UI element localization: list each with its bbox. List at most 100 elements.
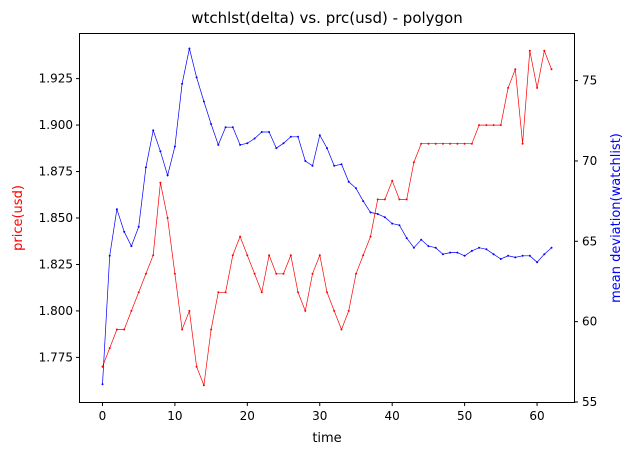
data-point xyxy=(470,142,473,145)
y-tick-label-left: 1.825 xyxy=(39,257,73,271)
data-point xyxy=(326,291,328,294)
data-point xyxy=(441,253,444,256)
data-point xyxy=(130,245,133,248)
data-point xyxy=(246,142,249,145)
data-point xyxy=(159,150,162,153)
data-point xyxy=(427,245,430,248)
data-point xyxy=(108,254,111,257)
data-point xyxy=(507,254,510,257)
y-tick-label-left: 1.925 xyxy=(39,72,73,86)
data-point xyxy=(181,328,184,331)
plot-frame xyxy=(79,33,575,403)
x-tick-label: 30 xyxy=(312,409,327,423)
data-point xyxy=(355,272,357,275)
data-point xyxy=(282,272,285,275)
data-point xyxy=(434,142,437,145)
plot-area xyxy=(101,47,553,387)
data-point xyxy=(311,272,314,275)
data-point xyxy=(282,142,285,145)
data-point xyxy=(340,163,343,166)
data-point xyxy=(347,309,350,312)
series-line-right xyxy=(102,48,552,385)
chart-title: wtchlst(delta) vs. prc(usd) - polygon xyxy=(191,9,463,27)
data-point xyxy=(550,246,553,249)
data-point xyxy=(514,68,517,71)
data-point xyxy=(275,272,278,275)
data-point xyxy=(383,198,386,201)
data-point xyxy=(318,134,321,137)
data-point xyxy=(412,161,415,164)
data-point xyxy=(369,235,372,238)
y-tick-label-left: 1.900 xyxy=(39,118,73,132)
data-point xyxy=(297,135,299,138)
data-point xyxy=(195,76,198,79)
data-point xyxy=(412,246,415,249)
data-point xyxy=(152,254,155,257)
data-point xyxy=(137,225,140,228)
data-point xyxy=(427,142,430,145)
data-point xyxy=(115,328,118,331)
data-point xyxy=(173,272,176,275)
data-point xyxy=(289,135,292,138)
data-point xyxy=(492,253,495,256)
data-point xyxy=(470,249,473,252)
data-point xyxy=(195,365,198,368)
data-point xyxy=(231,126,234,129)
data-point xyxy=(499,258,502,260)
x-tick-label: 20 xyxy=(240,409,255,423)
data-point xyxy=(181,82,184,85)
data-point xyxy=(246,254,249,257)
data-point xyxy=(173,145,176,148)
data-point xyxy=(528,254,531,257)
y-tick-label-right: 75 xyxy=(582,74,597,88)
x-tick-label: 40 xyxy=(385,409,400,423)
data-point xyxy=(485,124,488,127)
x-tick-label: 50 xyxy=(457,409,472,423)
data-point xyxy=(521,142,524,145)
y-axis-label-left: price(usd) xyxy=(11,185,26,251)
y-axis-label-right: mean deviation(watchlist) xyxy=(609,133,624,303)
data-point xyxy=(297,291,299,294)
data-point xyxy=(398,224,401,227)
data-point xyxy=(456,251,459,254)
y-tick-label-left: 1.850 xyxy=(39,211,73,225)
data-point xyxy=(318,254,321,257)
x-tick-label: 0 xyxy=(99,409,107,423)
data-point xyxy=(492,124,495,127)
data-point xyxy=(463,254,466,257)
data-point xyxy=(550,68,553,71)
data-point xyxy=(217,143,220,146)
data-point xyxy=(188,47,191,50)
data-point xyxy=(340,328,343,331)
series-line-left xyxy=(102,49,552,386)
data-point xyxy=(362,254,365,257)
y-tick-label-right: 70 xyxy=(582,154,597,168)
tick-layer: 0 10 20 30 40 50 60 1.775 1.800 1.825 1.850 1.875 1.… xyxy=(39,72,598,423)
data-point xyxy=(239,235,242,238)
data-point xyxy=(333,309,336,312)
x-tick-label: 10 xyxy=(167,409,182,423)
data-point xyxy=(239,143,242,146)
data-point xyxy=(144,272,147,275)
data-point xyxy=(108,347,111,350)
data-point xyxy=(224,291,227,294)
data-point xyxy=(398,198,401,201)
data-point xyxy=(536,86,539,89)
data-point xyxy=(514,256,517,259)
data-point xyxy=(362,200,365,203)
data-point xyxy=(152,129,155,132)
data-point xyxy=(463,142,466,145)
data-point xyxy=(478,124,481,127)
data-point xyxy=(260,291,263,294)
data-point xyxy=(420,142,423,145)
y-tick-label-right: 55 xyxy=(582,395,597,409)
data-point xyxy=(311,164,314,167)
data-point xyxy=(275,147,278,150)
data-point xyxy=(123,328,126,331)
data-point xyxy=(434,246,437,249)
x-axis-label: time xyxy=(312,431,341,446)
data-point xyxy=(137,291,140,294)
data-point xyxy=(405,237,408,240)
data-point xyxy=(231,254,234,257)
